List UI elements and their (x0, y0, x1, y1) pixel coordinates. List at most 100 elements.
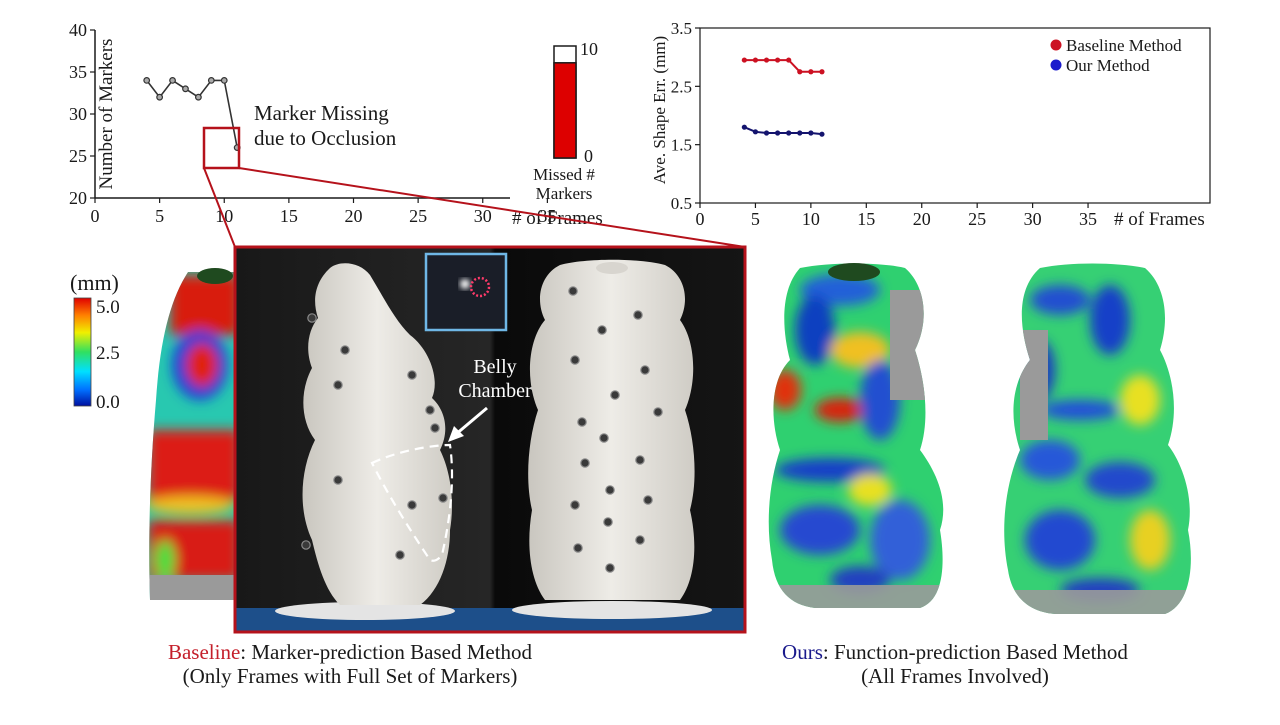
colorbar-unit: (mm) (70, 270, 119, 295)
marker-chart-tick-labels: 051015202530352025303540 (69, 20, 556, 226)
marker-chart-x-tick-label: 0 (91, 206, 100, 226)
marker-count-point (194, 93, 202, 101)
optical-marker (573, 543, 583, 553)
error-series-point-0 (819, 69, 825, 75)
error-chart-x-tick-label: 10 (802, 209, 820, 229)
marker-chart-x-tick-label: 5 (155, 206, 164, 226)
optical-marker (333, 380, 343, 390)
baseline-torso-neck (197, 268, 233, 284)
marker-chart-y-tick-label: 20 (69, 188, 87, 208)
marker-count-point (156, 93, 164, 101)
error-series-point-1 (819, 131, 825, 137)
optical-marker (425, 405, 435, 415)
camera-inset-frame (424, 252, 508, 332)
marker-chart-series (143, 76, 241, 152)
colorbar-gradient (73, 297, 92, 407)
optical-marker (635, 455, 645, 465)
legend-marker-ours (1050, 59, 1062, 71)
optical-marker (597, 325, 607, 335)
error-chart-y-tick-label: 2.5 (671, 77, 692, 96)
marker-chart-y-tick-label: 35 (69, 62, 87, 82)
error-chart-x-tick-label: 30 (1024, 209, 1042, 229)
belly-arrow-head (448, 426, 464, 442)
belly-label-line1: Belly (473, 356, 516, 378)
error-series-point-0 (786, 57, 792, 63)
belly-chamber-outline (370, 443, 454, 562)
gauge-label-line2: Markers (536, 184, 593, 203)
mannequin-side (302, 263, 452, 605)
optical-marker (653, 407, 663, 417)
marker-chart-x-tick-label: 15 (280, 206, 298, 226)
error-chart-legend: Baseline Method Our Method (1050, 36, 1182, 75)
error-chart-tick-labels: 0 5 10 15 20 25 30 35 0.5 1.5 2.5 3.5 (671, 19, 1097, 229)
colorbar-min: 0.0 (96, 392, 120, 413)
baseline-caption-highlight: Baseline (167, 640, 241, 664)
turntable-left (275, 602, 455, 620)
marker-count-point (220, 76, 228, 84)
optical-marker (407, 370, 417, 380)
error-series-point-1 (808, 130, 814, 136)
gauge-bottom-label: 0 (584, 146, 593, 166)
photo-markers (301, 286, 663, 573)
optical-marker (407, 500, 417, 510)
optical-marker (340, 345, 350, 355)
error-chart-x-tick-label: 0 (696, 209, 705, 229)
optical-marker (307, 313, 317, 323)
marker-count-chart: 051015202530352025303540 # of Frames Num… (69, 20, 603, 229)
gauge-label-line1: Missed # (533, 165, 595, 184)
marker-chart-y-tick-label: 25 (69, 146, 87, 166)
ours-heatmap-back (1004, 263, 1191, 614)
error-chart-series (741, 57, 825, 137)
colorbar-mid: 2.5 (96, 343, 120, 364)
turntable-right (512, 601, 712, 619)
error-series-point-0 (741, 57, 747, 63)
marker-chart-y-tick-label: 30 (69, 104, 87, 124)
baseline-caption-line2: (Only Frames with Full Set of Markers) (182, 664, 518, 688)
error-colorbar: (mm) 5.0 2.5 0.0 (70, 270, 120, 413)
optical-marker (635, 535, 645, 545)
gauge-top-label: 10 (580, 39, 598, 59)
error-series-point-1 (786, 130, 792, 136)
ours-caption-line2: (All Frames Involved) (861, 664, 1049, 688)
error-series-point-1 (752, 129, 759, 135)
mannequin-front (528, 259, 695, 600)
error-chart-frame (699, 27, 1211, 204)
camera-inset-glow (460, 279, 470, 289)
error-series-point-1 (741, 124, 747, 130)
optical-marker (395, 550, 405, 560)
optical-marker (633, 310, 643, 320)
marker-count-point (143, 76, 151, 84)
optical-marker (333, 475, 343, 485)
optical-marker (605, 563, 615, 573)
optical-marker (599, 433, 609, 443)
missed-markers-gauge: 10 0 Missed # Markers (533, 39, 598, 203)
error-chart-y-tick-label: 3.5 (671, 19, 692, 38)
optical-marker (430, 423, 440, 433)
error-chart-axes (695, 27, 1211, 208)
baseline-caption-text: : Marker-prediction Based Method (240, 640, 533, 664)
error-chart-y-tick-label: 0.5 (671, 194, 692, 213)
error-series-point-1 (775, 130, 781, 136)
marker-chart-axes (90, 29, 548, 203)
error-series-point-0 (763, 57, 770, 63)
camera-inset-ring (469, 276, 491, 298)
baseline-caption: Baseline: Marker-prediction Based Method… (100, 640, 600, 688)
error-chart-x-tick-label: 5 (751, 209, 760, 229)
baseline-heatmap-torso (149, 268, 235, 600)
zoom-line-right (238, 167, 746, 248)
zoom-line-left (203, 167, 236, 248)
optical-marker (301, 540, 311, 550)
marker-chart-y-tick-label: 40 (69, 20, 87, 40)
gauge-fill (553, 62, 577, 159)
occlusion-annotation-line2: due to Occlusion (254, 126, 397, 150)
error-series-point-0 (797, 69, 803, 75)
marker-count-point (207, 76, 215, 84)
optical-marker (570, 500, 580, 510)
error-series-point-1 (797, 130, 803, 136)
error-series-point-1 (763, 130, 770, 136)
marker-chart-x-tick-label: 20 (345, 206, 363, 226)
optical-marker (610, 390, 620, 400)
optical-marker (568, 286, 578, 296)
